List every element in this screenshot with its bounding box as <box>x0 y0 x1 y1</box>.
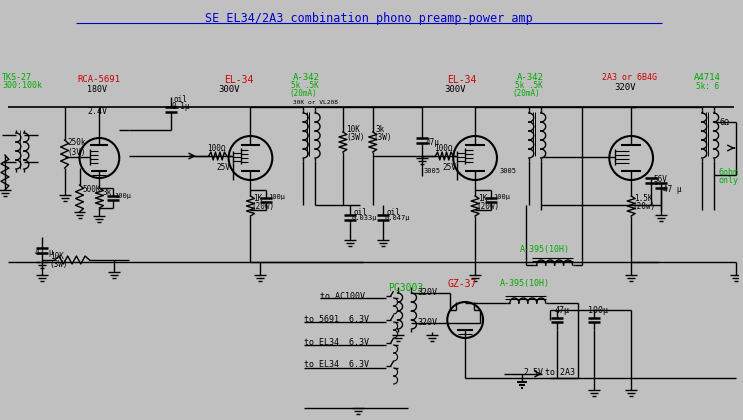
Text: SE EL34/2A3 combination phono preamp-power amp: SE EL34/2A3 combination phono preamp-pow… <box>205 12 533 25</box>
Text: 180V: 180V <box>88 85 108 94</box>
Text: A-342: A-342 <box>293 73 320 82</box>
Text: 47µ: 47µ <box>426 138 439 147</box>
Text: 100µ: 100µ <box>268 194 285 200</box>
Text: 5k: 6: 5k: 6 <box>695 82 719 91</box>
Text: (20w): (20w) <box>251 202 275 211</box>
Text: to 5691  6.3V: to 5691 6.3V <box>304 315 369 324</box>
Text: (3V): (3V) <box>68 148 86 157</box>
Text: 2A3 or 6B4G: 2A3 or 6B4G <box>603 73 658 82</box>
Text: (3W): (3W) <box>374 133 392 142</box>
Text: 1.5K: 1.5K <box>634 194 652 203</box>
Text: PC3003: PC3003 <box>388 283 423 293</box>
Text: 47µ: 47µ <box>554 306 570 315</box>
Text: 2.4V: 2.4V <box>88 107 108 116</box>
Text: 100µ: 100µ <box>588 306 609 315</box>
Text: 6ohm: 6ohm <box>718 168 739 177</box>
Text: 300V: 300V <box>218 85 240 94</box>
Text: A-395(10H): A-395(10H) <box>520 245 570 254</box>
Text: A4714: A4714 <box>694 73 721 82</box>
Text: 6Ω: 6Ω <box>720 118 730 127</box>
Text: 25V: 25V <box>442 163 456 172</box>
Text: oil: oil <box>386 208 400 217</box>
Text: 300V: 300V <box>444 85 466 94</box>
Text: 3k: 3k <box>376 125 385 134</box>
Text: 1K: 1K <box>253 194 263 203</box>
Text: 3005: 3005 <box>500 168 517 174</box>
Text: 10K: 10K <box>346 125 360 134</box>
Text: 100µ: 100µ <box>493 194 510 200</box>
Text: GZ-37: GZ-37 <box>447 279 477 289</box>
Text: EL-34: EL-34 <box>224 75 253 85</box>
Text: 0.047µ: 0.047µ <box>385 215 410 221</box>
Text: 320V: 320V <box>614 83 636 92</box>
Text: 3k: 3k <box>103 188 111 197</box>
Text: 500K: 500K <box>82 185 101 194</box>
Text: only: only <box>718 176 739 185</box>
Text: 0.033µ: 0.033µ <box>352 215 377 221</box>
Text: RCA-5691: RCA-5691 <box>77 75 120 84</box>
Text: (20mA): (20mA) <box>289 89 317 98</box>
Text: (20w): (20w) <box>476 202 499 211</box>
Text: to EL34  6.3V: to EL34 6.3V <box>304 360 369 369</box>
Text: 100Ω: 100Ω <box>207 144 225 153</box>
Text: 300:100k: 300:100k <box>2 81 42 90</box>
Text: oil: oil <box>174 95 188 104</box>
Text: oil: oil <box>354 208 368 217</box>
Text: (20mA): (20mA) <box>513 89 541 98</box>
Text: 2.5V: 2.5V <box>524 368 544 377</box>
Text: 3005: 3005 <box>424 168 441 174</box>
Text: TKS-27: TKS-27 <box>2 73 32 82</box>
Text: 5k .5K: 5k .5K <box>291 81 319 90</box>
Text: 250k: 250k <box>68 138 86 147</box>
Text: 1K: 1K <box>478 194 487 203</box>
Text: to AC100V: to AC100V <box>320 292 365 301</box>
Text: 5k .5K: 5k .5K <box>515 81 542 90</box>
Text: 320V: 320V <box>418 288 438 297</box>
Text: 320V: 320V <box>418 318 438 327</box>
Text: 30K or VL208: 30K or VL208 <box>293 100 338 105</box>
Text: 47 µ: 47 µ <box>663 185 681 194</box>
Text: 0.1µ: 0.1µ <box>172 102 190 111</box>
Text: to EL34  6.3V: to EL34 6.3V <box>304 338 369 347</box>
Text: 10K: 10K <box>50 252 64 261</box>
Text: (3W): (3W) <box>50 260 68 269</box>
Text: 100µ: 100µ <box>114 193 132 199</box>
Text: A-342: A-342 <box>517 73 544 82</box>
Text: 47 µ: 47 µ <box>35 248 53 257</box>
Text: 100Ω: 100Ω <box>435 144 452 153</box>
Text: (3W): (3W) <box>346 133 364 142</box>
Text: 56V: 56V <box>653 175 667 184</box>
Text: to 2A3: to 2A3 <box>545 368 574 377</box>
Text: (20w): (20w) <box>632 202 655 211</box>
Text: EL-34: EL-34 <box>447 75 477 85</box>
Text: A-395(10H): A-395(10H) <box>500 279 550 288</box>
Text: 25V: 25V <box>217 163 230 172</box>
